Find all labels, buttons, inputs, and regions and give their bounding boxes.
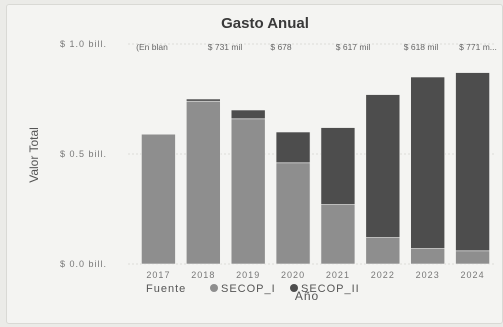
bar-secop-ii-2021[interactable]: [320, 127, 356, 205]
bar-secop-ii-2022[interactable]: [365, 94, 401, 238]
data-label: $ 618 mil: [404, 42, 439, 52]
legend-marker-secop-ii: [290, 284, 298, 292]
x-tick-label: 2022: [371, 270, 395, 280]
y-tick-label: $ 1.0 bill.: [60, 39, 107, 49]
y-tick-label: $ 0.0 bill.: [60, 259, 107, 269]
legend-marker-secop-i: [210, 284, 218, 292]
bar-secop-ii-2019[interactable]: [230, 109, 266, 120]
bar-secop-i-2018[interactable]: [186, 100, 221, 265]
bar-secop-ii-2023[interactable]: [410, 76, 445, 249]
x-tick-label: 2020: [281, 270, 305, 280]
bar-secop-ii-2018[interactable]: [186, 98, 221, 102]
bar-secop-i-2020[interactable]: [275, 162, 311, 265]
x-tick-label: 2023: [416, 270, 440, 280]
y-axis-label: Valor Total: [27, 127, 41, 183]
bar-secop-ii-2024[interactable]: [455, 72, 490, 252]
data-label: (En blan: [136, 42, 168, 52]
x-tick-label: 2019: [236, 270, 260, 280]
data-label: $ 731 mil: [208, 42, 243, 52]
chart-title: Gasto Anual: [221, 15, 309, 32]
bar-secop-i-2019[interactable]: [230, 118, 266, 265]
x-tick-label: 2021: [326, 270, 350, 280]
data-label: $ 771 m...: [459, 42, 497, 52]
x-tick-label: 2017: [146, 270, 170, 280]
legend-label-secop-ii: SECOP_II: [301, 283, 360, 295]
y-tick-label: $ 0.5 bill.: [60, 149, 107, 159]
data-label: $ 617 mil: [336, 42, 371, 52]
x-axis-label: Año: [295, 289, 319, 303]
x-tick-label: 2018: [191, 270, 215, 280]
legend-title: Fuente: [146, 283, 186, 295]
bar-secop-i-2021[interactable]: [320, 204, 356, 265]
bar-secop-i-2024[interactable]: [455, 250, 490, 265]
bar-secop-i-2017[interactable]: [141, 133, 176, 265]
bar-secop-ii-2020[interactable]: [275, 131, 311, 164]
bar-secop-i-2022[interactable]: [365, 237, 401, 265]
bar-secop-i-2023[interactable]: [410, 248, 445, 265]
x-tick-label: 2024: [461, 270, 485, 280]
legend-label-secop-i: SECOP_I: [221, 283, 276, 295]
data-label: $ 678: [270, 42, 292, 52]
